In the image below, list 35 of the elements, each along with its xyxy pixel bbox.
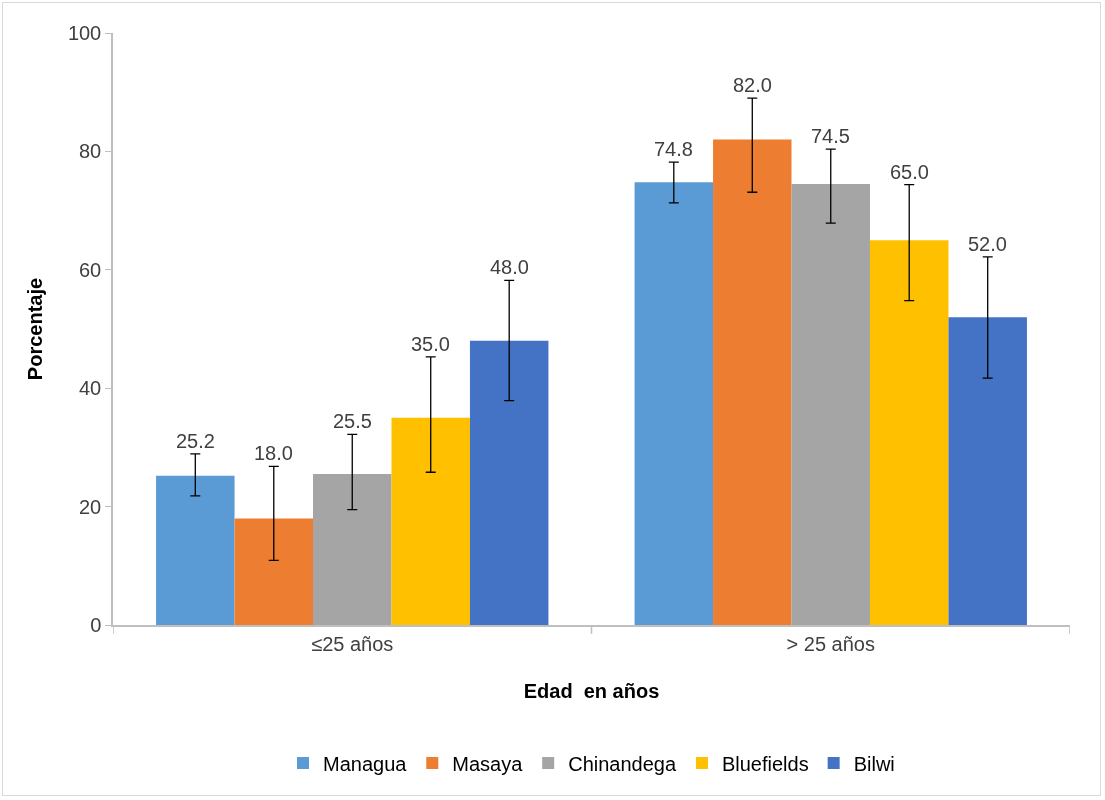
data-label: 74.8 <box>654 138 693 160</box>
y-tick-label: 60 <box>79 258 102 281</box>
bar <box>869 240 949 625</box>
data-label: 74.5 <box>811 125 850 147</box>
legend-label: Chinandega <box>568 752 677 775</box>
y-tick-label: 100 <box>67 22 102 44</box>
bar <box>791 183 870 625</box>
legend-label: Masaya <box>452 752 524 775</box>
x-tick-label: > 25 años <box>786 632 875 655</box>
y-tick-label: 20 <box>79 495 102 518</box>
data-label: 65.0 <box>890 161 929 183</box>
x-tick-label: ≤25 años <box>311 632 394 655</box>
bar <box>634 182 714 625</box>
y-tick-label: 80 <box>79 140 102 163</box>
y-tick-label: 0 <box>90 614 102 636</box>
legend-label: Managua <box>323 752 408 775</box>
y-axis-title: Porcentaje <box>23 277 46 381</box>
legend-label: Bluefields <box>721 752 809 775</box>
bar <box>313 474 392 625</box>
y-tick-label: 40 <box>79 377 102 400</box>
data-label: 52.0 <box>968 233 1007 255</box>
bar <box>391 417 470 625</box>
data-label: 25.5 <box>333 410 372 432</box>
data-label: 18.0 <box>254 442 293 464</box>
data-label: 48.0 <box>490 256 529 278</box>
data-label: 82.0 <box>733 74 772 96</box>
bar <box>948 317 1027 625</box>
data-label: 25.2 <box>176 430 215 452</box>
legend-label: Bilwi <box>853 752 895 775</box>
data-label: 35.0 <box>411 333 450 355</box>
bar <box>156 475 235 625</box>
bar <box>713 139 792 625</box>
bar <box>469 340 549 625</box>
bar <box>234 518 314 625</box>
x-axis-title: Edad en años <box>523 679 660 702</box>
